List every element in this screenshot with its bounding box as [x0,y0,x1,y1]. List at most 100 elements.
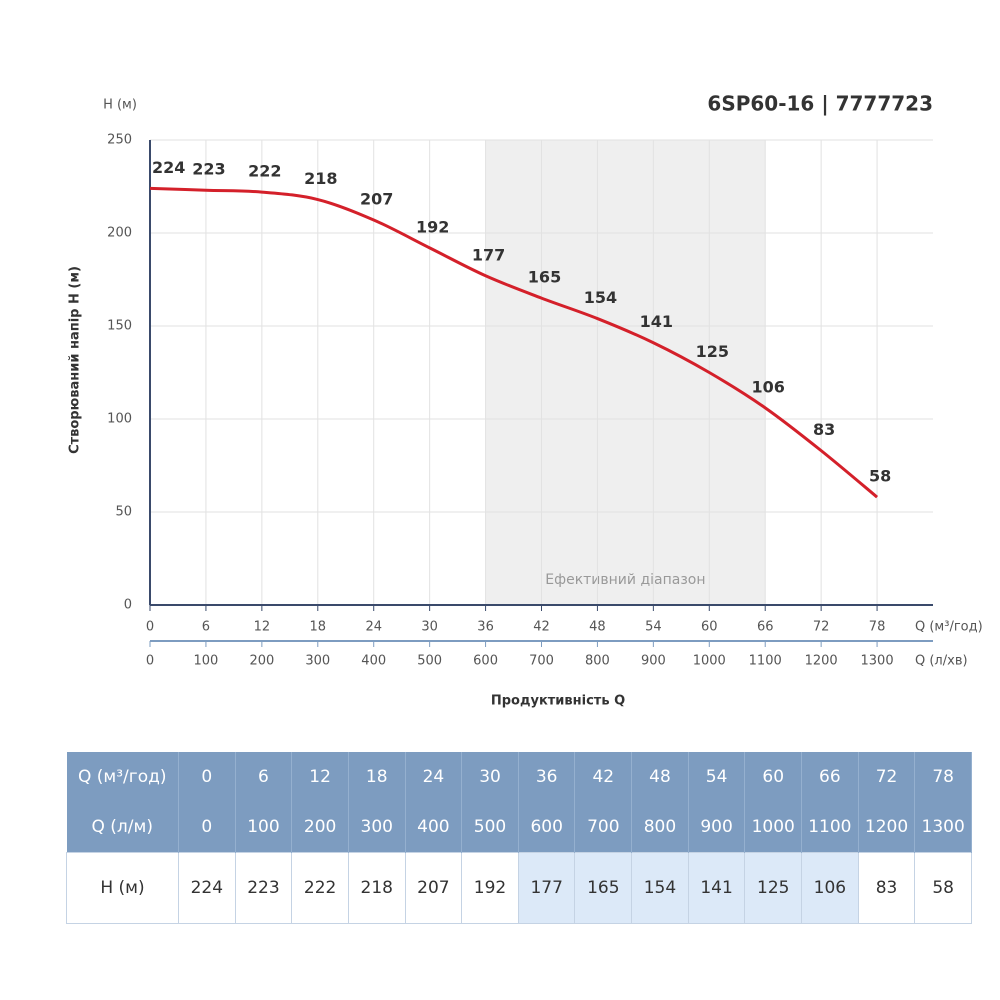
table-row: H (м) 224 223 222 218 207 192 177 165 154 141 125 10… [66,852,972,924]
table-cell: 58 [914,852,972,924]
data-label: 223 [192,160,225,179]
x-tick-label: 60 [701,620,718,635]
x-axis-title: Продуктивність Q [491,694,625,709]
x2-tick-label: 1200 [805,654,838,669]
table-cell: 83 [857,852,916,924]
x2-tick-label: 800 [585,654,610,669]
table-cell: 192 [461,852,519,924]
data-label: 106 [752,377,785,396]
table-cell: 900 [688,802,746,853]
data-label: 218 [304,169,337,188]
row-header: Q (л/м) [66,802,179,853]
row-header: H (м) [66,852,179,924]
table-cell: 0 [178,802,236,853]
data-label: 58 [869,467,891,486]
x-tick-label: 66 [757,620,774,635]
x-unit-label: Q (м³/год) [915,620,983,635]
data-label: 222 [248,162,281,181]
y-tick-label: 250 [107,133,132,148]
x2-unit-label: Q (л/хв) [915,654,968,669]
table-cell: 18 [348,752,406,802]
data-label: 125 [696,342,729,361]
table-cell: 1100 [801,802,859,853]
table-cell: 1000 [744,802,803,853]
x-tick-label: 30 [421,620,438,635]
table-cell: 6 [235,752,293,802]
data-table: Q (м³/год) 0 6 12 18 24 30 36 42 48 54 60 66 72 78 Q (л… [66,752,972,924]
table-cell: 78 [914,752,972,802]
table-cell: 30 [461,752,519,802]
y-tick-label: 150 [107,319,132,334]
x-tick-label: 24 [365,620,382,635]
x2-tick-label: 1100 [749,654,782,669]
x-tick-label: 78 [869,620,886,635]
chart-title: 6SP60-16 | 7777723 [707,92,933,116]
table-cell: 72 [858,752,916,802]
data-label: 192 [416,217,449,236]
x-tick-label: 48 [589,620,606,635]
data-label: 83 [813,420,835,439]
x-tick-label: 42 [533,620,550,635]
annotation: Ефективний діапазон [545,572,705,588]
data-label: 141 [640,312,673,331]
table-cell: 207 [404,852,463,924]
table-cell: 800 [631,802,689,853]
x2-tick-label: 1000 [693,654,726,669]
table-cell: 177 [517,852,576,924]
data-label: 177 [472,245,505,264]
table-cell: 125 [744,852,803,924]
y-unit-label: H (м) [103,98,137,113]
table-cell: 42 [574,752,633,802]
y-tick-label: 100 [107,412,132,427]
table-cell: 36 [518,752,576,802]
x-tick-label: 12 [254,620,271,635]
x2-tick-label: 100 [194,654,219,669]
chart: 6SP60-16 | 7777723 H (м) Створюваний нап… [68,92,983,709]
y-tick-label: 0 [124,598,132,613]
table-cell: 12 [291,752,349,802]
y-tick-label: 50 [115,505,132,520]
table-cell: 24 [405,752,463,802]
x-tick-label: 6 [202,620,210,635]
table-cell: 141 [687,852,746,924]
table-cell: 1300 [914,802,972,853]
x2-tick-label: 700 [529,654,554,669]
x2-tick-label: 1300 [861,654,894,669]
table-cell: 400 [405,802,463,853]
table-cell: 48 [631,752,689,802]
table-cell: 700 [574,802,633,853]
table-cell: 600 [518,802,576,853]
x2-tick-label: 600 [473,654,498,669]
data-label: 207 [360,189,393,208]
x2-tick-label: 400 [361,654,386,669]
table-cell: 54 [688,752,746,802]
x-tick-label: 36 [477,620,494,635]
x-tick-label: 0 [146,620,154,635]
table-cell: 200 [291,802,349,853]
data-label: 224 [152,158,185,177]
x-tick-label: 54 [645,620,662,635]
table-cell: 222 [291,852,349,924]
data-label: 154 [584,288,617,307]
y-axis-title: Створюваний напір H (м) [68,266,83,454]
table-cell: 165 [574,852,633,924]
table-row: Q (л/м) 0 100 200 300 400 500 600 700 800 900 1000 1… [66,802,972,853]
table-cell: 154 [631,852,689,924]
table-cell: 500 [461,802,519,853]
table-cell: 300 [348,802,406,853]
table-cell: 66 [801,752,859,802]
x2-tick-label: 900 [641,654,666,669]
x2-tick-label: 500 [417,654,442,669]
x-tick-label: 72 [813,620,830,635]
efficient-range [485,140,766,605]
x2-tick-label: 200 [249,654,274,669]
table-cell: 0 [178,752,236,802]
x2-tick-label: 300 [305,654,330,669]
row-header: Q (м³/год) [66,752,179,802]
table-cell: 1200 [858,802,916,853]
table-cell: 60 [744,752,803,802]
table-cell: 223 [234,852,293,924]
table-cell: 218 [347,852,406,924]
data-label: 165 [528,268,561,287]
